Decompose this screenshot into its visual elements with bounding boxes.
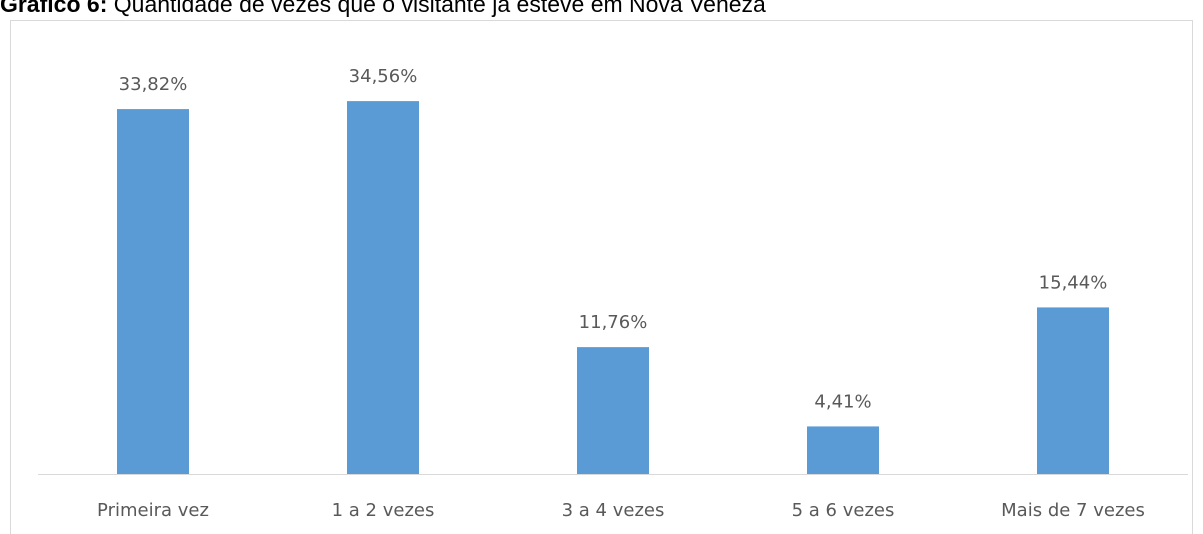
bar (577, 347, 649, 474)
x-tick-label: 1 a 2 vezes (332, 500, 435, 521)
x-tick-label: 3 a 4 vezes (562, 500, 665, 521)
data-label: 34,56% (349, 66, 418, 87)
data-label: 4,41% (814, 391, 871, 412)
chart-frame (10, 20, 1193, 534)
bar (807, 426, 879, 474)
x-tick-label: 5 a 6 vezes (792, 500, 895, 521)
data-label: 15,44% (1039, 272, 1108, 293)
x-tick-label: Mais de 7 vezes (1001, 500, 1145, 521)
title-text: Quantidade de vezes que o visitante já e… (114, 0, 766, 17)
bar (1037, 307, 1109, 474)
data-label: 11,76% (579, 312, 648, 333)
x-tick-label: Primeira vez (97, 500, 209, 521)
title-label: Gráfico 6: (0, 0, 107, 17)
bar (347, 101, 419, 475)
data-label: 33,82% (119, 74, 188, 95)
chart-title: Gráfico 6: Quantidade de vezes que o vis… (0, 0, 766, 17)
bar (117, 109, 189, 474)
